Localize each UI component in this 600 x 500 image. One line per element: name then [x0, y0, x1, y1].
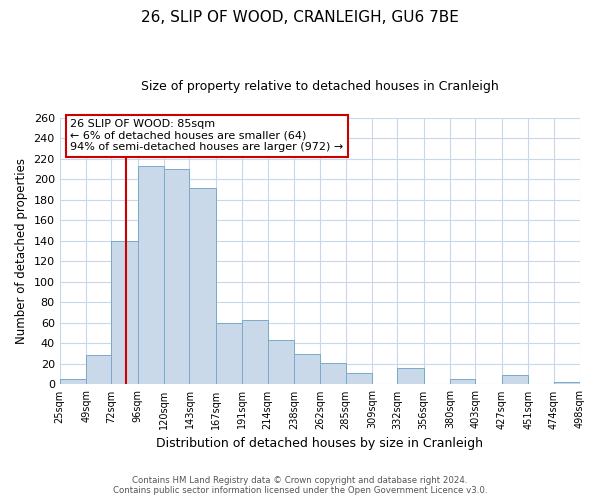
- Bar: [320, 363, 346, 384]
- Bar: [502, 375, 528, 384]
- Bar: [294, 354, 320, 384]
- Text: 26 SLIP OF WOOD: 85sqm
← 6% of detached houses are smaller (64)
94% of semi-deta: 26 SLIP OF WOOD: 85sqm ← 6% of detached …: [70, 119, 343, 152]
- Y-axis label: Number of detached properties: Number of detached properties: [15, 158, 28, 344]
- Bar: [59, 380, 86, 384]
- Bar: [86, 354, 112, 384]
- Text: 26, SLIP OF WOOD, CRANLEIGH, GU6 7BE: 26, SLIP OF WOOD, CRANLEIGH, GU6 7BE: [141, 10, 459, 25]
- Bar: [397, 368, 424, 384]
- Bar: [242, 320, 268, 384]
- Bar: [268, 340, 294, 384]
- Bar: [190, 188, 216, 384]
- Text: Contains HM Land Registry data © Crown copyright and database right 2024.
Contai: Contains HM Land Registry data © Crown c…: [113, 476, 487, 495]
- Bar: [138, 166, 164, 384]
- Bar: [554, 382, 580, 384]
- Bar: [112, 241, 138, 384]
- Title: Size of property relative to detached houses in Cranleigh: Size of property relative to detached ho…: [141, 80, 499, 93]
- Bar: [450, 380, 475, 384]
- Bar: [164, 169, 190, 384]
- Bar: [346, 373, 372, 384]
- Bar: [216, 323, 242, 384]
- X-axis label: Distribution of detached houses by size in Cranleigh: Distribution of detached houses by size …: [157, 437, 484, 450]
